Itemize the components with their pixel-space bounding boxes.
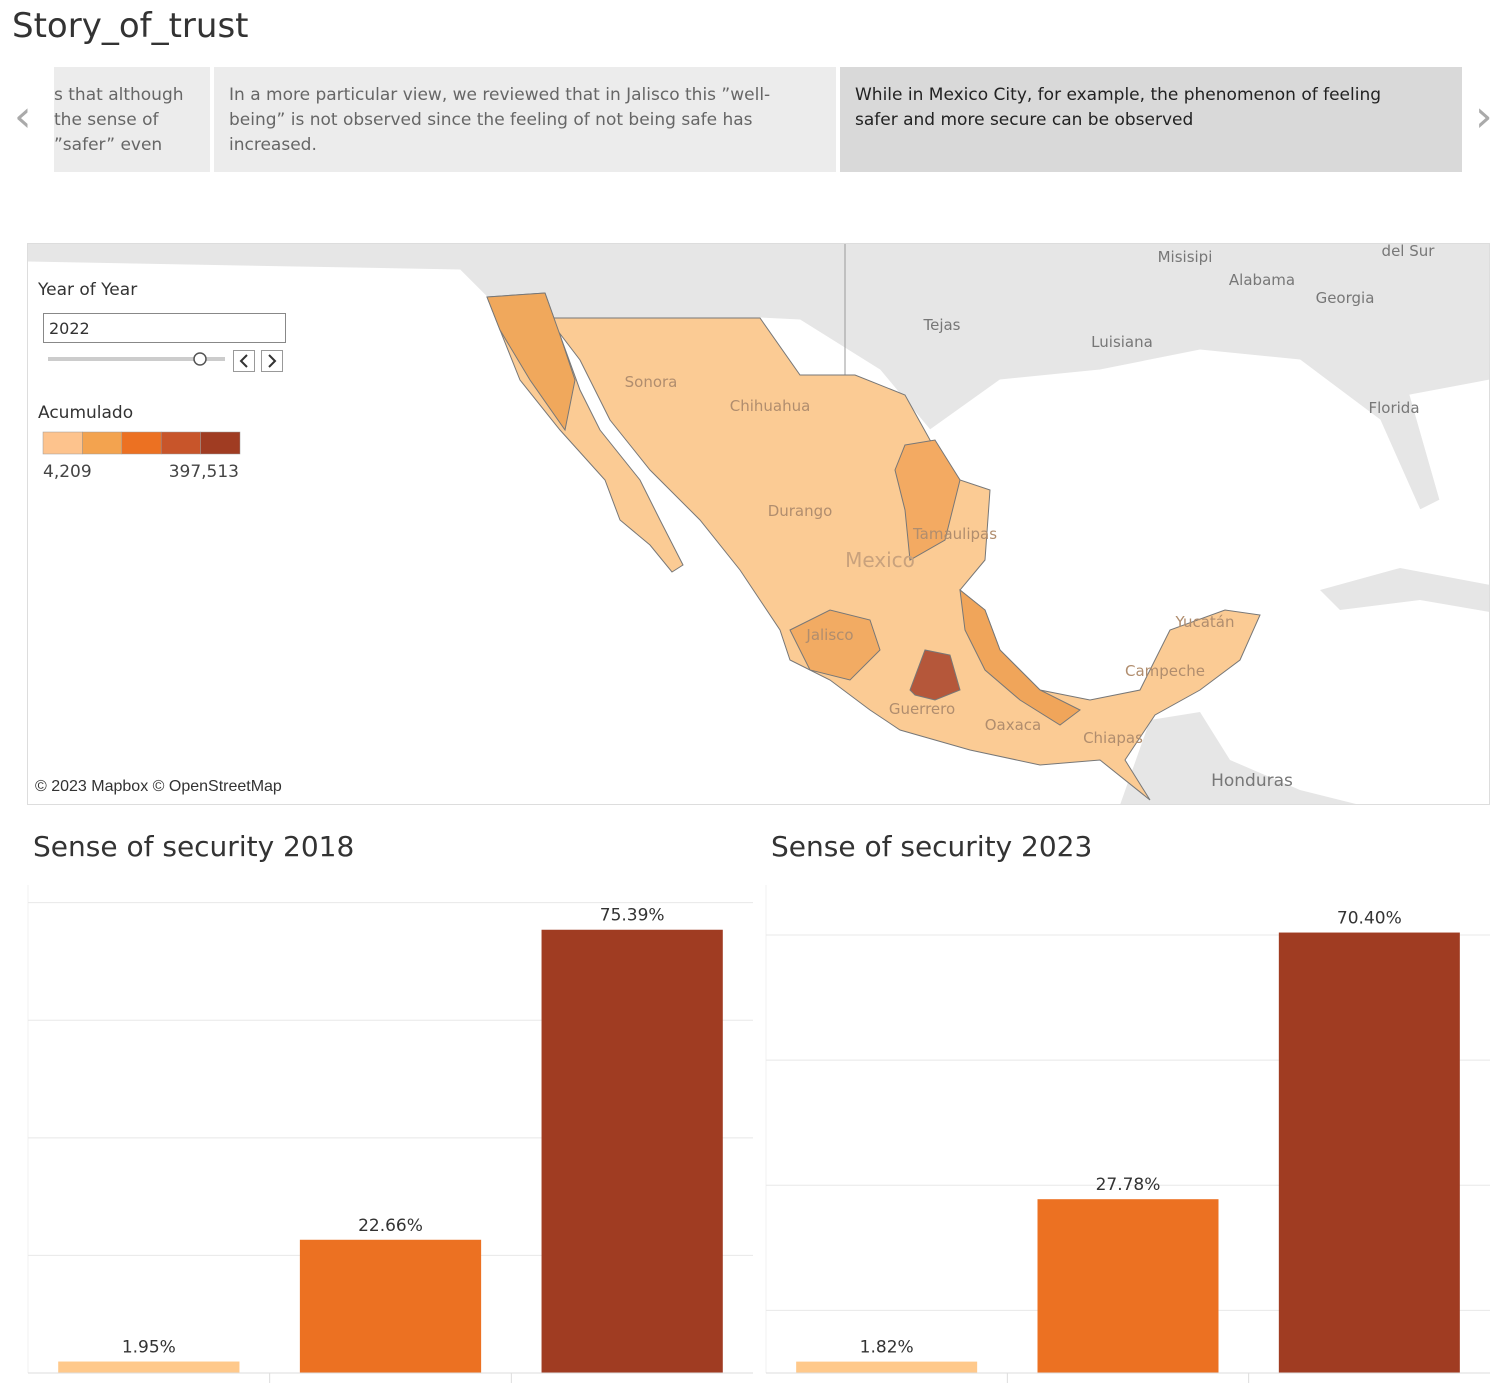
story-title: Story_of_trust — [12, 6, 249, 46]
place-label: Florida — [1368, 399, 1419, 417]
bar — [1037, 1199, 1219, 1373]
slider-next-icon — [268, 354, 277, 368]
place-label: Durango — [768, 502, 833, 520]
value-label: 22.66% — [358, 1216, 423, 1236]
story-point-selected[interactable]: While in Mexico City, for example, the p… — [840, 67, 1462, 172]
value-label: 1.95% — [122, 1338, 176, 1358]
legend-swatch — [121, 431, 162, 455]
state — [789, 609, 881, 681]
next-arrow[interactable]: › — [1475, 91, 1493, 142]
prev-arrow[interactable]: ‹ — [14, 91, 32, 142]
value-label: 75.39% — [600, 906, 665, 926]
state — [909, 649, 961, 701]
slider-handle[interactable] — [193, 352, 207, 366]
legend-swatch — [200, 431, 241, 455]
central-america-land — [1120, 712, 1356, 804]
place-label: Honduras — [1211, 771, 1293, 791]
legend-swatch — [82, 431, 123, 455]
value-label: 70.40% — [1337, 909, 1402, 929]
legend-swatch — [42, 431, 83, 455]
caption-line: s that although — [54, 85, 184, 105]
place-label: Jalisco — [805, 626, 853, 644]
bar — [1278, 932, 1460, 1373]
state — [959, 588, 1081, 726]
state — [486, 292, 576, 432]
caption: While in Mexico City, for example, the p… — [855, 85, 1382, 130]
place-label: Mexico — [845, 548, 915, 572]
filter-title: Year of Year — [37, 280, 137, 300]
place-label: Yucatán — [1175, 613, 1235, 631]
place-label: Chihuahua — [730, 397, 811, 415]
bar — [299, 1239, 482, 1373]
bar — [796, 1361, 978, 1373]
legend-swatch — [160, 431, 201, 455]
chart-title: Sense of security 2018 — [33, 830, 354, 863]
place-label: Luisiana — [1091, 333, 1153, 351]
legend-min: 4,209 — [43, 462, 92, 482]
place-labels: Misisipi del Sur Alabama Georgia Tejas Luisia… — [625, 242, 1436, 791]
legend — [42, 431, 241, 455]
place-label: Misisipi — [1158, 248, 1213, 266]
place-label: Chiapas — [1083, 729, 1143, 747]
caption: In a more particular view, we reviewed t… — [229, 85, 771, 155]
place-label: Oaxaca — [985, 716, 1042, 734]
year-value: 2022 — [49, 319, 90, 338]
story-point[interactable]: In a more particular view, we reviewed t… — [214, 67, 836, 172]
state — [894, 439, 961, 561]
bar — [541, 929, 723, 1373]
chart-title: Sense of security 2023 — [771, 830, 1092, 863]
caption-line: the sense of — [54, 110, 159, 130]
place-label: del Sur — [1382, 242, 1436, 260]
place-label: Tejas — [922, 316, 960, 334]
slider-prev-icon — [239, 354, 248, 368]
map: Misisipi del Sur Alabama Georgia Tejas Luisia… — [28, 242, 1489, 804]
place-label: Georgia — [1316, 289, 1375, 307]
place-label: Sonora — [625, 373, 678, 391]
slider-next[interactable] — [261, 350, 283, 372]
value-label: 1.82% — [860, 1338, 914, 1358]
value-label: 27.78% — [1096, 1175, 1161, 1195]
place-label: Campeche — [1125, 662, 1205, 680]
slider-prev[interactable] — [233, 350, 255, 372]
bar — [58, 1361, 240, 1373]
caption-line: ”safer” even — [54, 135, 163, 155]
place-label: Guerrero — [889, 700, 955, 718]
place-label: Alabama — [1229, 271, 1295, 289]
attribution: © 2023 Mapbox © OpenStreetMap — [35, 778, 282, 795]
story-point[interactable]: s that although the sense of ”safer” eve… — [54, 67, 210, 172]
place-label: Tamaulipas — [912, 525, 997, 543]
year-input[interactable] — [43, 313, 286, 343]
cuba-land — [1320, 568, 1489, 612]
legend-max: 397,513 — [169, 462, 239, 482]
legend-title: Acumulado — [38, 403, 133, 423]
